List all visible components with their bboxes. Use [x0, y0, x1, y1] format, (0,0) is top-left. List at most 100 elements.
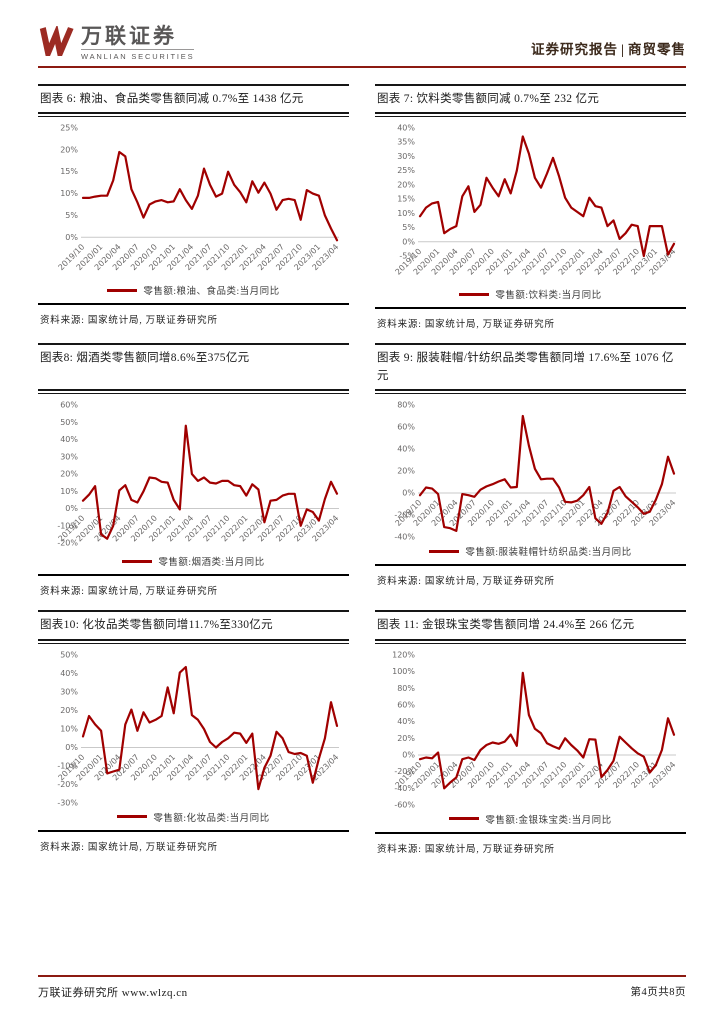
svg-text:-20%: -20%	[394, 511, 415, 520]
report-type-tag: 证券研究报告 | 商贸零售	[531, 38, 686, 61]
svg-text:100%: 100%	[392, 667, 415, 676]
figure-10-legend: 零售额:化妆品类:当月同比	[38, 810, 349, 824]
figure-7-legend: 零售额:饮料类:当月同比	[375, 287, 686, 301]
source-divider	[375, 307, 686, 310]
svg-text:35%: 35%	[397, 138, 415, 147]
figures-grid: 图表 6: 粮油、食品类零售额同减 0.7%至 1438 亿元 25% 20% 15…	[38, 84, 686, 855]
figure-11-line-chart: 120% 100% 80% 60% 40% 20% 0% -20% -40% -60% 2019/1…	[375, 647, 686, 811]
svg-text:40%: 40%	[397, 717, 415, 726]
footer-institute: 万联证券研究所 www.wlzq.cn	[38, 987, 188, 999]
svg-text:25%: 25%	[397, 166, 415, 175]
svg-text:-10%: -10%	[57, 522, 78, 531]
figure-7-title: 图表 7: 饮料类零售额同减 0.7%至 232 亿元	[375, 84, 686, 112]
legend-label: 零售额:金银珠宝类:当月同比	[485, 815, 612, 826]
source-divider	[375, 564, 686, 567]
wanlian-w-logo-icon	[38, 24, 74, 63]
figure-9-line-chart: 80% 60% 40% 20% 0% -20% -40% 2019/10 2020/01 2020…	[375, 397, 686, 543]
sector-label: 商贸零售	[628, 42, 686, 57]
figure-6: 图表 6: 粮油、食品类零售额同减 0.7%至 1438 亿元 25% 20% 15…	[38, 84, 349, 330]
svg-text:20%: 20%	[397, 733, 415, 742]
svg-text:30%: 30%	[60, 453, 78, 462]
chart-canvas: 40%35%30%25%20%15%10%5%0%-5%2019/102020/…	[393, 124, 677, 277]
legend-label: 零售额:化妆品类:当月同比	[153, 813, 270, 824]
svg-text:-20%: -20%	[57, 539, 78, 548]
legend-line-marker	[459, 292, 490, 296]
figure-10-line-chart: 50% 40% 30% 20% 10% 0% -10% -20% -30% 2019/10 2020…	[38, 647, 349, 809]
svg-text:60%: 60%	[60, 401, 78, 410]
figure-9-source: 资料来源: 国家统计局, 万联证券研究所	[377, 577, 555, 588]
svg-text:5%: 5%	[402, 223, 415, 232]
figure-11: 图表 11: 金银珠宝类零售额同增 24.4%至 266 亿元 120% 100%…	[375, 610, 686, 855]
svg-text:40%: 40%	[397, 124, 415, 133]
figure-6-source: 资料来源: 国家统计局, 万联证券研究所	[40, 316, 218, 327]
svg-text:0%: 0%	[402, 489, 415, 498]
company-logo: 万联证券 WANLIAN SECURITIES	[38, 24, 195, 63]
title-divider	[375, 638, 686, 644]
figure-10-title: 图表10: 化妆品类零售额同增11.7%至330亿元	[38, 610, 349, 638]
svg-text:50%: 50%	[60, 418, 78, 427]
svg-text:15%: 15%	[60, 167, 78, 176]
chart-canvas: 50%40%30%20%10%0%-10%-20%-30%2019/102020…	[56, 650, 340, 807]
legend-label: 零售额:粮油、食品类:当月同比	[143, 287, 280, 298]
title-divider	[38, 638, 349, 644]
svg-text:20%: 20%	[60, 470, 78, 479]
svg-text:-40%: -40%	[394, 783, 415, 792]
figure-7: 图表 7: 饮料类零售额同减 0.7%至 232 亿元 40% 35% 30% 25%…	[375, 84, 686, 330]
svg-text:15%: 15%	[397, 195, 415, 204]
legend-line-marker	[122, 559, 153, 563]
svg-text:-60%: -60%	[394, 800, 415, 809]
svg-text:10%: 10%	[60, 487, 78, 496]
svg-text:0%: 0%	[402, 750, 415, 759]
svg-text:10%: 10%	[397, 209, 415, 218]
page-number: 第4页共8页	[630, 987, 686, 998]
figure-8-legend: 零售额:烟酒类:当月同比	[38, 554, 349, 568]
chart-canvas: 60%50%40%30%20%10%0%-10%-20%2019/102020/…	[56, 401, 340, 548]
brand-name-cn: 万联证券	[81, 25, 177, 48]
figure-11-source: 资料来源: 国家统计局, 万联证券研究所	[377, 844, 555, 855]
svg-text:120%: 120%	[392, 650, 415, 659]
svg-text:0%: 0%	[65, 504, 78, 513]
figure-10: 图表10: 化妆品类零售额同增11.7%至330亿元 50% 40% 30% 20% 1…	[38, 610, 349, 854]
figure-6-legend: 零售额:粮油、食品类:当月同比	[38, 283, 349, 297]
svg-text:30%: 30%	[397, 152, 415, 161]
figure-7-line-chart: 40% 35% 30% 25% 20% 15% 10% 5% 0% -5% 2019/10 2020/…	[375, 120, 686, 286]
figure-8: 图表8: 烟酒类零售额同增8.6%至375亿元 60% 50% 40% 30% 20% 1…	[38, 343, 349, 597]
svg-text:30%: 30%	[60, 687, 78, 696]
svg-text:50%: 50%	[60, 650, 78, 659]
svg-text:-40%: -40%	[394, 533, 415, 542]
legend-line-marker	[117, 815, 148, 818]
legend-line-marker	[107, 288, 138, 292]
legend-label: 零售额:饮料类:当月同比	[495, 291, 602, 302]
figure-9-title: 图表 9: 服装鞋帽/针纺织品类零售额同增 17.6%至 1076 亿元	[375, 343, 686, 389]
page-footer: 万联证券研究所 www.wlzq.cn 第4页共8页	[38, 975, 686, 1000]
svg-text:60%: 60%	[397, 700, 415, 709]
svg-text:40%: 40%	[397, 445, 415, 454]
svg-text:25%: 25%	[60, 124, 78, 133]
svg-text:20%: 20%	[60, 706, 78, 715]
svg-text:20%: 20%	[60, 146, 78, 155]
svg-text:0%: 0%	[65, 233, 78, 242]
figure-8-title: 图表8: 烟酒类零售额同增8.6%至375亿元	[38, 343, 349, 389]
figure-8-line-chart: 60% 50% 40% 30% 20% 10% 0% -10% -20% 2019/10 2020/…	[38, 397, 349, 553]
svg-text:-5%: -5%	[399, 252, 415, 261]
svg-text:40%: 40%	[60, 669, 78, 678]
title-divider	[38, 112, 349, 118]
figure-10-source: 资料来源: 国家统计局, 万联证券研究所	[40, 842, 218, 853]
figure-9-legend: 零售额:服装鞋帽针纺织品类:当月同比	[375, 544, 686, 558]
svg-text:60%: 60%	[397, 423, 415, 432]
source-divider	[38, 574, 349, 577]
svg-text:-20%: -20%	[57, 780, 78, 789]
chart-canvas: 80%60%40%20%0%-20%-40%2019/102020/012020…	[393, 401, 677, 542]
source-divider	[375, 831, 686, 834]
svg-text:40%: 40%	[60, 435, 78, 444]
svg-text:-20%: -20%	[394, 767, 415, 776]
figure-11-title: 图表 11: 金银珠宝类零售额同增 24.4%至 266 亿元	[375, 610, 686, 638]
svg-text:80%: 80%	[397, 401, 415, 410]
figure-6-line-chart: 25% 20% 15% 10% 5% 0% 2019/10 2020/01 2020/04 202…	[38, 120, 349, 282]
svg-text:10%: 10%	[60, 724, 78, 733]
report-tag-divider: |	[621, 42, 625, 57]
svg-text:20%: 20%	[397, 181, 415, 190]
figure-6-title: 图表 6: 粮油、食品类零售额同减 0.7%至 1438 亿元	[38, 84, 349, 112]
source-divider	[38, 303, 349, 306]
